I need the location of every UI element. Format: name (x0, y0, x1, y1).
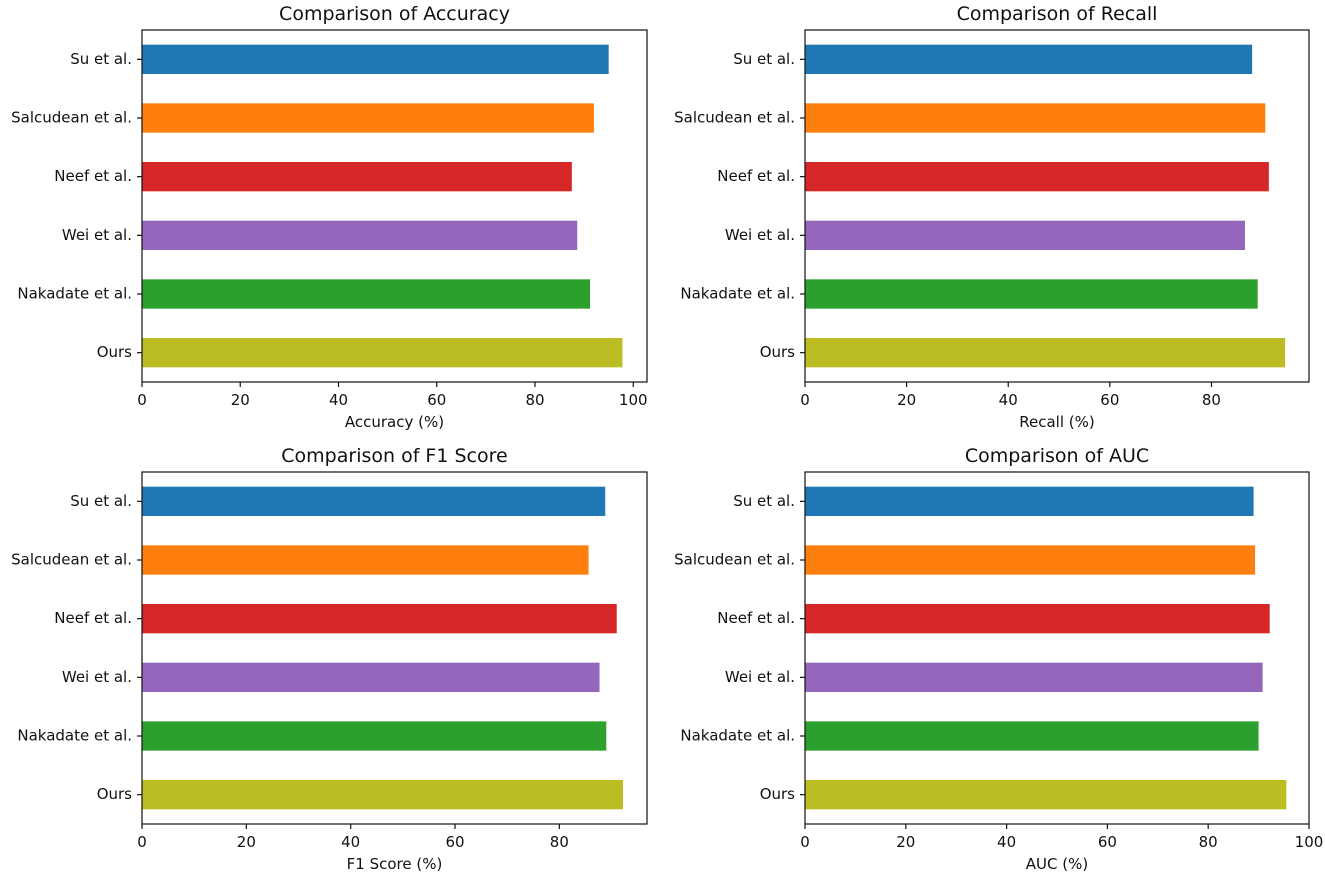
y-tick-label: Salcudean et al. (674, 551, 795, 569)
bar (805, 721, 1259, 751)
x-axis-label: F1 Score (%) (347, 855, 443, 873)
y-tick-label: Neef et al. (717, 167, 795, 185)
chart-panel-3: Su et al. Salcudean et al. Neef et al. Wei … (11, 445, 648, 873)
bar (805, 545, 1256, 575)
x-tick-label: 100 (1295, 833, 1324, 851)
x-tick-label: 20 (237, 833, 256, 851)
bar (805, 486, 1254, 516)
y-tick-label: Salcudean et al. (11, 551, 132, 569)
x-tick-label: 80 (550, 833, 569, 851)
plot-frame (804, 29, 1310, 383)
bar (142, 279, 591, 309)
y-tick-label: Wei et al. (62, 668, 132, 686)
bar (142, 662, 600, 692)
x-tick-label: 0 (137, 833, 147, 851)
x-tick-label: 60 (1100, 391, 1119, 409)
y-tick-label: Wei et al. (725, 668, 795, 686)
x-tick-label: 80 (1199, 833, 1218, 851)
y-tick-label: Su et al. (733, 492, 795, 510)
plot-frame (141, 29, 648, 383)
x-tick-label: 40 (999, 391, 1018, 409)
chart-panel-1: Su et al. Salcudean et al. Neef et al. Wei … (11, 3, 648, 431)
x-tick-label: 60 (1098, 833, 1117, 851)
plot-frame (804, 471, 1310, 825)
chart-title: Comparison of AUC (965, 445, 1149, 467)
bar (805, 162, 1269, 192)
bar (142, 220, 578, 250)
y-tick-label: Nakadate et al. (680, 285, 795, 303)
x-tick-label: 60 (445, 833, 464, 851)
y-tick-label: Wei et al. (725, 226, 795, 244)
bar (805, 662, 1263, 692)
y-tick-label: Wei et al. (62, 226, 132, 244)
bar (142, 780, 624, 810)
bar (142, 103, 594, 133)
bar (142, 721, 607, 751)
chart-title: Comparison of F1 Score (281, 445, 507, 467)
y-tick-label: Nakadate et al. (680, 727, 795, 745)
x-tick-label: 0 (800, 391, 810, 409)
y-tick-label: Salcudean et al. (11, 109, 132, 127)
x-tick-label: 0 (800, 833, 810, 851)
y-tick-label: Su et al. (733, 50, 795, 68)
bar (805, 279, 1258, 309)
y-tick-label: Su et al. (70, 50, 132, 68)
x-tick-label: 80 (525, 391, 544, 409)
chart-panel-4: Su et al. Salcudean et al. Neef et al. Wei … (674, 445, 1323, 873)
x-tick-label: 40 (997, 833, 1016, 851)
y-tick-label: Ours (97, 343, 132, 361)
y-tick-label: Su et al. (70, 492, 132, 510)
bar (142, 338, 623, 368)
y-tick-label: Ours (97, 785, 132, 803)
bar (142, 486, 606, 516)
bar (142, 545, 589, 575)
x-axis-label: Recall (%) (1019, 413, 1094, 431)
x-tick-label: 20 (897, 391, 916, 409)
x-tick-label: 100 (619, 391, 648, 409)
bar (142, 44, 609, 74)
chart-panel-2: Su et al. Salcudean et al. Neef et al. Wei … (674, 3, 1310, 431)
bar (142, 604, 617, 634)
bar (142, 162, 572, 192)
y-tick-label: Nakadate et al. (17, 727, 132, 745)
bar (805, 44, 1253, 74)
x-tick-label: 20 (896, 833, 915, 851)
y-tick-label: Neef et al. (717, 609, 795, 627)
x-axis-label: Accuracy (%) (345, 413, 444, 431)
chart-title: Comparison of Accuracy (279, 3, 510, 25)
chart-title: Comparison of Recall (957, 3, 1158, 25)
x-tick-label: 80 (1202, 391, 1221, 409)
y-tick-label: Nakadate et al. (17, 285, 132, 303)
y-tick-label: Neef et al. (54, 609, 132, 627)
x-axis-label: AUC (%) (1026, 855, 1088, 873)
x-tick-label: 60 (427, 391, 446, 409)
bar (805, 604, 1270, 634)
bar (805, 780, 1287, 810)
bar (805, 103, 1266, 133)
y-tick-label: Salcudean et al. (674, 109, 795, 127)
x-tick-label: 40 (329, 391, 348, 409)
y-tick-label: Ours (760, 785, 795, 803)
x-tick-label: 0 (137, 391, 147, 409)
x-tick-label: 20 (231, 391, 250, 409)
y-tick-label: Neef et al. (54, 167, 132, 185)
y-tick-label: Ours (760, 343, 795, 361)
bar (805, 338, 1286, 368)
x-tick-label: 40 (341, 833, 360, 851)
bar (805, 220, 1245, 250)
plot-frame (141, 471, 648, 825)
